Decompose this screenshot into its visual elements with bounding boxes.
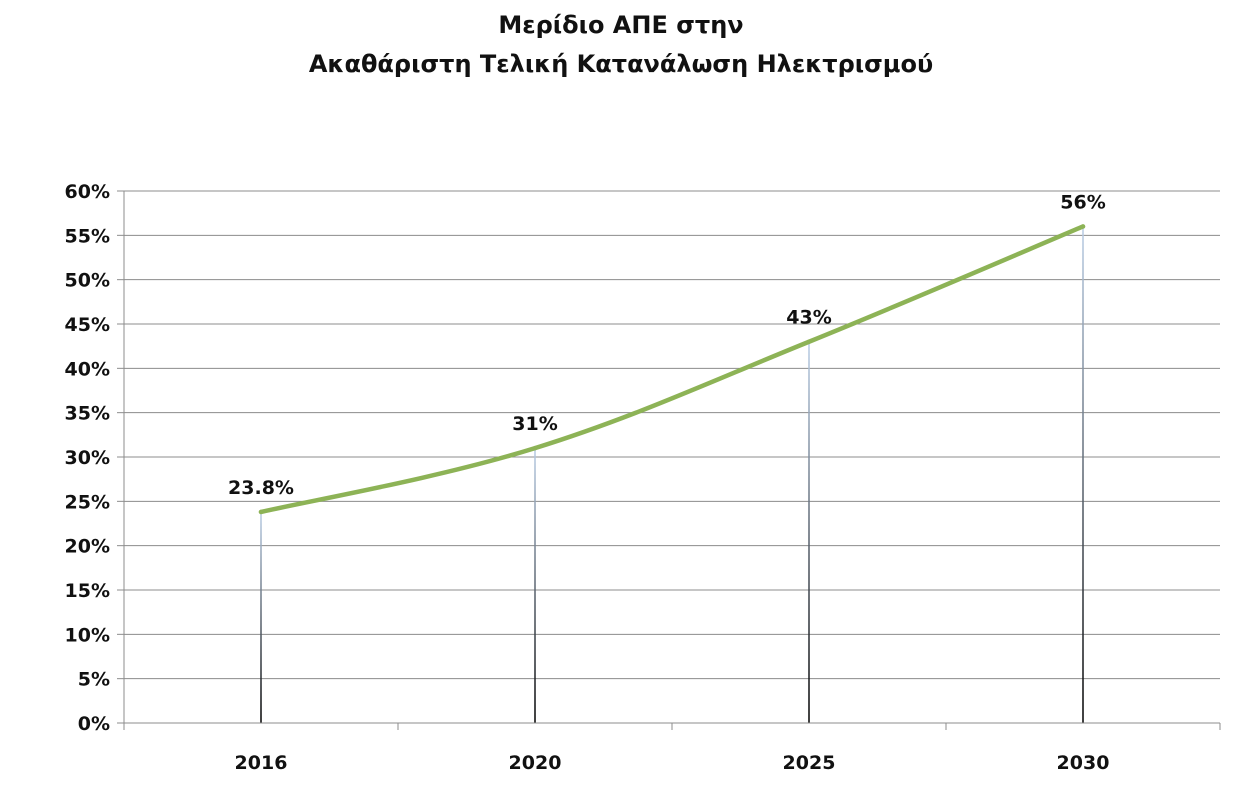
data-point [1080, 224, 1086, 229]
drop-line [534, 448, 536, 723]
drop-line [1082, 226, 1084, 723]
data-point [806, 339, 812, 344]
y-tick-label: 0% [78, 713, 110, 735]
y-tick-label: 35% [65, 403, 110, 425]
chart-title-line-1: Μερίδιο ΑΠΕ στην [498, 11, 744, 39]
gridlines [124, 190, 1220, 724]
y-tick-label: 60% [65, 181, 110, 203]
chart-title: Μερίδιο ΑΠΕ στην Ακαθάριστη Τελική Καταν… [0, 6, 1242, 84]
x-tick-label: 2020 [509, 752, 562, 774]
drop-lines [260, 226, 1084, 723]
y-tick-label: 25% [65, 491, 110, 513]
drop-line [260, 511, 262, 723]
x-axis-tick-labels: 2016 2020 2025 2030 [235, 752, 1110, 774]
axes [117, 190, 1221, 730]
y-tick-label: 20% [65, 536, 110, 558]
x-tick-label: 2030 [1057, 752, 1110, 774]
x-tick-label: 2016 [235, 752, 288, 774]
x-tick-label: 2025 [783, 752, 836, 774]
series-line [258, 224, 1086, 515]
y-tick-label: 50% [65, 270, 110, 292]
y-tick-label: 15% [65, 580, 110, 602]
data-label: 23.8% [228, 477, 294, 499]
y-tick-label: 5% [78, 669, 110, 691]
series-share [258, 224, 1086, 515]
data-label: 43% [786, 307, 831, 329]
data-label: 31% [512, 413, 557, 435]
data-point [258, 509, 264, 515]
y-tick-label: 55% [65, 225, 110, 247]
y-tick-label: 30% [65, 447, 110, 469]
data-labels: 23.8% 31% 43% 56% [228, 191, 1106, 499]
drop-line [808, 341, 810, 723]
y-tick-label: 40% [65, 358, 110, 380]
chart-title-line-2: Ακαθάριστη Τελική Κατανάλωση Ηλεκτρισμού [308, 50, 934, 78]
y-tick-label: 10% [65, 624, 110, 646]
data-label: 56% [1060, 191, 1105, 213]
y-axis-tick-labels: 0% 5% 10% 15% 20% 25% 30% 35% 40% 45% 50% 55% 60% [65, 181, 110, 735]
data-point [532, 445, 538, 451]
y-tick-label: 45% [65, 314, 110, 336]
